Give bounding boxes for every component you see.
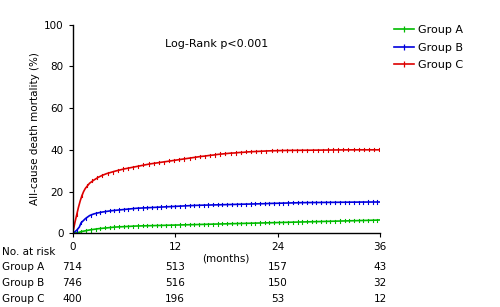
Text: 400: 400 bbox=[62, 294, 82, 304]
Group B bbox=[308, 201, 314, 204]
Text: No. at risk: No. at risk bbox=[2, 247, 56, 257]
Text: 513: 513 bbox=[165, 262, 185, 273]
Group C bbox=[176, 158, 182, 161]
Group A bbox=[343, 219, 349, 223]
Text: 12: 12 bbox=[374, 294, 386, 304]
Group C bbox=[288, 149, 294, 152]
Group C bbox=[125, 166, 131, 170]
Line: Group B: Group B bbox=[72, 202, 380, 233]
Group A bbox=[313, 220, 319, 223]
Group A bbox=[300, 220, 306, 224]
Group B bbox=[377, 200, 383, 204]
Group A bbox=[70, 231, 75, 235]
Text: 157: 157 bbox=[268, 262, 287, 273]
Group B bbox=[313, 201, 319, 204]
Text: Group C: Group C bbox=[2, 294, 45, 304]
Legend: Group A, Group B, Group C: Group A, Group B, Group C bbox=[389, 20, 468, 75]
Group B bbox=[372, 200, 378, 204]
Text: 196: 196 bbox=[165, 294, 185, 304]
Text: 516: 516 bbox=[165, 278, 185, 288]
Group B bbox=[343, 200, 349, 204]
Text: Group A: Group A bbox=[2, 262, 45, 273]
X-axis label: (months): (months) bbox=[202, 254, 250, 264]
Group C bbox=[236, 151, 242, 154]
Text: 150: 150 bbox=[268, 278, 287, 288]
Text: Group B: Group B bbox=[2, 278, 45, 288]
Group B bbox=[70, 231, 75, 235]
Group C bbox=[134, 165, 140, 168]
Group C bbox=[180, 157, 186, 161]
Text: 746: 746 bbox=[62, 278, 82, 288]
Line: Group C: Group C bbox=[72, 150, 380, 233]
Text: 32: 32 bbox=[374, 278, 386, 288]
Group C bbox=[356, 148, 362, 152]
Group B bbox=[300, 201, 306, 204]
Text: Log-Rank p<0.001: Log-Rank p<0.001 bbox=[165, 39, 268, 49]
Line: Group A: Group A bbox=[72, 220, 380, 233]
Group A bbox=[308, 220, 314, 223]
Text: 714: 714 bbox=[62, 262, 82, 273]
Group C bbox=[70, 231, 75, 235]
Text: 43: 43 bbox=[374, 262, 386, 273]
Group A bbox=[86, 228, 92, 232]
Group A bbox=[322, 220, 328, 223]
Group A bbox=[377, 218, 383, 222]
Group B bbox=[86, 214, 92, 217]
Y-axis label: All-cause death mortality (%): All-cause death mortality (%) bbox=[30, 52, 40, 205]
Group B bbox=[322, 200, 328, 204]
Text: 53: 53 bbox=[271, 294, 284, 304]
Group C bbox=[377, 148, 383, 152]
